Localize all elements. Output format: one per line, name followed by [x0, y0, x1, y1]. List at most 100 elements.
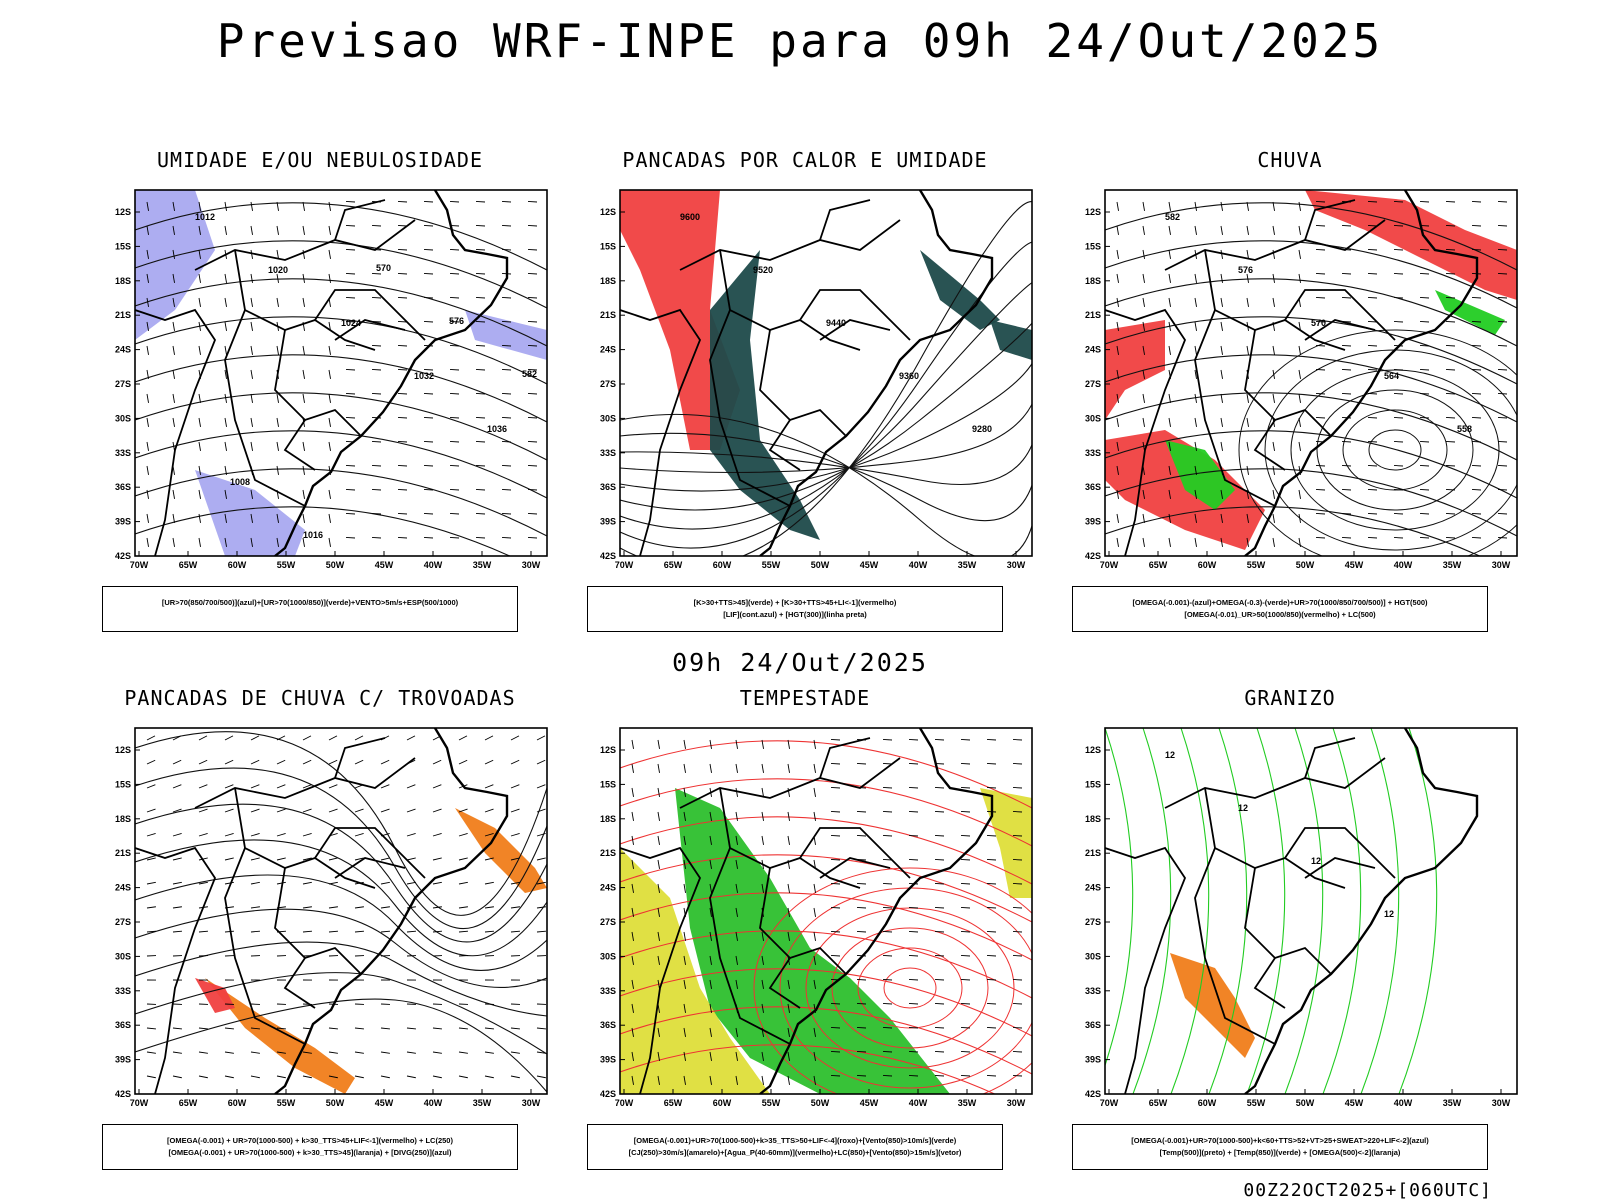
- map-frame: [135, 728, 547, 1094]
- wind-arrow: [147, 785, 155, 788]
- wind-arrow: [450, 537, 459, 538]
- wind-arrow: [961, 979, 970, 980]
- wind-arrow: [476, 225, 485, 226]
- wind-arrow: [632, 740, 634, 749]
- wind-arrow: [1472, 489, 1481, 490]
- legend-box: [OMEGA(-0.001)+UR>70(1000-500)+k<60+TTS>…: [1072, 1124, 1488, 1170]
- lat-label: 33S: [600, 448, 616, 458]
- wind-arrow: [1394, 201, 1403, 202]
- lon-label: 35W: [473, 560, 492, 570]
- wind-arrow: [961, 835, 970, 836]
- wind-arrow: [1143, 250, 1145, 259]
- lat-label: 33S: [1085, 986, 1101, 996]
- wind-arrow: [1498, 297, 1507, 298]
- wind-arrow: [511, 833, 520, 836]
- wind-arrow: [251, 1076, 260, 1078]
- lon-label: 50W: [811, 1098, 830, 1108]
- wind-arrow: [225, 760, 233, 764]
- wind-arrow: [1446, 417, 1455, 418]
- wind-arrow: [346, 345, 355, 346]
- wind-arrow: [476, 489, 485, 490]
- wind-arrow: [329, 882, 338, 884]
- wind-arrow: [225, 1028, 234, 1029]
- wind-arrow: [346, 273, 355, 274]
- lon-label: 30W: [522, 1098, 541, 1108]
- state-border: [1285, 828, 1395, 878]
- wind-arrow: [381, 760, 389, 764]
- lon-label: 70W: [615, 1098, 634, 1108]
- wind-arrow: [1394, 249, 1403, 250]
- wind-arrow: [225, 226, 227, 235]
- wind-arrow: [173, 346, 175, 355]
- wind-arrow: [381, 1028, 390, 1029]
- wind-arrow: [857, 811, 866, 812]
- wind-arrow: [199, 298, 201, 307]
- wind-arrow: [147, 907, 156, 908]
- wind-arrow: [173, 418, 175, 427]
- wind-arrow: [277, 466, 279, 475]
- wind-arrow: [814, 908, 816, 917]
- lon-label: 60W: [713, 560, 732, 570]
- wind-arrow: [147, 538, 149, 547]
- wind-arrow: [1472, 321, 1481, 322]
- wind-arrow: [1394, 273, 1403, 274]
- contour-line: [1343, 410, 1447, 490]
- wind-arrow: [831, 859, 840, 860]
- wind-arrow: [736, 788, 738, 797]
- wind-arrow: [372, 489, 381, 490]
- wind-arrow: [1221, 274, 1223, 283]
- wind-arrow: [632, 812, 634, 821]
- wind-arrow: [277, 226, 279, 235]
- lon-label: 70W: [1100, 1098, 1119, 1108]
- wind-arrow: [511, 907, 520, 908]
- wind-arrow: [1247, 394, 1249, 403]
- wind-arrow: [1169, 394, 1171, 403]
- lon-label: 70W: [130, 1098, 149, 1108]
- wind-arrow: [831, 787, 840, 788]
- wind-arrow: [632, 788, 634, 797]
- wind-arrow: [1117, 538, 1119, 547]
- wind-arrow: [1195, 394, 1197, 403]
- wind-arrow: [173, 394, 175, 403]
- wind-arrow: [987, 931, 996, 932]
- wind-arrow: [372, 537, 381, 538]
- wind-arrow: [303, 907, 312, 908]
- wind-arrow: [251, 736, 259, 740]
- wind-arrow: [476, 201, 485, 202]
- wind-arrow: [398, 417, 407, 418]
- wind-arrow: [1420, 321, 1429, 322]
- wind-arrow: [251, 760, 259, 764]
- wind-arrow: [1221, 202, 1223, 211]
- lat-label: 15S: [1085, 241, 1101, 251]
- lon-label: 70W: [615, 560, 634, 570]
- wind-arrow: [883, 811, 892, 812]
- lat-label: 21S: [115, 848, 131, 858]
- wind-arrow: [450, 441, 459, 442]
- wind-arrow: [511, 1076, 520, 1078]
- legend-line-1: [OMEGA(-0.001)+UR>70(1000-500)+k<60+TTS>…: [1073, 1135, 1487, 1147]
- contour-line: [135, 393, 547, 460]
- lon-label: 60W: [228, 1098, 247, 1108]
- wind-arrow: [1498, 345, 1507, 346]
- wind-arrow: [346, 537, 355, 538]
- contour-label: 1016: [303, 530, 323, 540]
- wind-arrow: [277, 346, 279, 355]
- lon-label: 40W: [1394, 1098, 1413, 1108]
- wind-arrow: [173, 882, 182, 884]
- wind-arrow: [1446, 297, 1455, 298]
- wind-arrow: [1299, 490, 1301, 499]
- wind-arrow: [251, 882, 260, 884]
- wind-arrow: [1221, 250, 1223, 259]
- wind-arrow: [537, 809, 546, 812]
- wind-arrow: [788, 884, 790, 893]
- wind-arrow: [1342, 225, 1351, 226]
- wind-arrow: [658, 764, 660, 773]
- wind-arrow: [1299, 274, 1301, 283]
- wind-arrow: [935, 1027, 944, 1028]
- lon-label: 65W: [179, 560, 198, 570]
- wind-arrow: [1316, 369, 1325, 370]
- wind-arrow: [398, 489, 407, 490]
